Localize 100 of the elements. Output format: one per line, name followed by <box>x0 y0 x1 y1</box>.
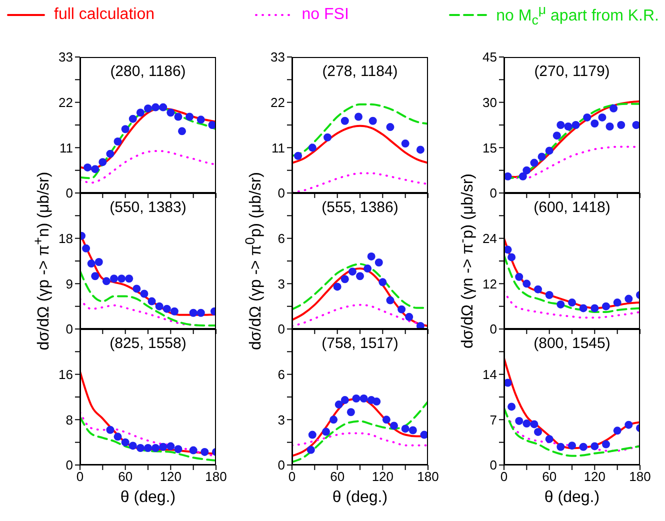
y-tick-label: 0 <box>278 458 285 473</box>
x-tick-label: 60 <box>542 469 557 484</box>
legend-label: no FSI <box>302 6 349 24</box>
x-axis-title: θ (deg.) <box>119 489 177 507</box>
line-series <box>80 370 216 455</box>
line-series <box>292 124 428 164</box>
x-tick-label: 60 <box>118 469 133 484</box>
point <box>136 444 144 452</box>
point <box>360 394 368 403</box>
point <box>162 304 171 313</box>
point <box>515 416 524 425</box>
point <box>538 152 546 161</box>
y-tick-label: 22 <box>58 94 73 110</box>
point <box>372 398 381 406</box>
point <box>118 274 126 283</box>
x-tick-label: 180 <box>205 469 227 484</box>
point <box>152 103 160 112</box>
point <box>340 275 349 284</box>
point <box>632 121 640 129</box>
point <box>579 442 588 451</box>
point <box>534 285 542 294</box>
point <box>416 322 424 329</box>
y-tick-label: 18 <box>58 230 73 246</box>
y-tick-label: 9 <box>66 276 73 292</box>
point <box>340 396 349 404</box>
point <box>590 304 599 312</box>
y-tick-label: 3 <box>278 276 285 292</box>
point <box>94 258 103 266</box>
point <box>606 122 614 131</box>
point <box>356 272 364 280</box>
point <box>114 432 122 441</box>
point <box>208 121 216 129</box>
point <box>518 172 527 180</box>
point <box>398 305 406 314</box>
line-series <box>504 357 640 450</box>
point <box>324 133 332 142</box>
point <box>522 420 531 428</box>
point <box>354 112 362 121</box>
point <box>159 442 168 451</box>
point <box>382 416 390 424</box>
point <box>196 308 205 317</box>
y-tick-label: 0 <box>66 322 73 337</box>
y-tick-label: 33 <box>270 50 285 65</box>
point <box>196 116 205 124</box>
point <box>128 114 137 123</box>
y-tick-label: 7 <box>490 412 497 428</box>
y-tick-label: 0 <box>278 186 285 201</box>
point <box>189 446 198 454</box>
point <box>416 146 424 154</box>
point <box>82 244 90 252</box>
point <box>106 426 114 434</box>
x-tick-label: 60 <box>330 469 345 484</box>
y-tick-label: 24 <box>482 230 497 246</box>
point <box>308 144 316 152</box>
point <box>508 253 516 262</box>
y-tick-label: 6 <box>278 366 285 382</box>
point <box>121 125 130 134</box>
point <box>545 146 554 155</box>
point <box>200 448 209 456</box>
point <box>166 108 175 117</box>
y-tick-label: 15 <box>482 140 497 156</box>
point <box>368 116 377 125</box>
point <box>170 307 178 316</box>
point <box>386 296 394 304</box>
point <box>613 426 622 435</box>
y-tick-label: 0 <box>66 458 73 473</box>
point <box>545 435 554 444</box>
line-series <box>80 150 216 184</box>
point <box>308 430 316 439</box>
point <box>405 312 414 321</box>
y-tick-label: 22 <box>270 94 285 110</box>
chart-title: (280, 1186) <box>109 63 187 80</box>
point <box>504 378 512 387</box>
y-tick-label: 0 <box>490 322 497 337</box>
y-tick-label: 0 <box>278 322 285 337</box>
point <box>598 113 606 122</box>
point <box>590 442 599 450</box>
legend-label: no M$_{c}$$^{μ}$ apart from K.R. <box>496 2 659 28</box>
y-tick-label: 14 <box>482 366 497 382</box>
point <box>174 445 182 454</box>
x-tick-label: 0 <box>500 469 508 484</box>
chart-title: (600, 1418) <box>532 199 612 216</box>
point <box>552 132 561 140</box>
chart-title: (758, 1517) <box>320 335 400 352</box>
point <box>408 426 417 434</box>
point <box>166 442 175 450</box>
point <box>530 158 538 167</box>
point <box>508 402 516 411</box>
point <box>144 104 152 113</box>
point <box>306 446 315 454</box>
point <box>504 172 512 180</box>
y-tick-label: 16 <box>58 366 73 382</box>
point <box>136 108 144 117</box>
point <box>294 152 302 160</box>
point <box>610 104 618 112</box>
point <box>148 297 156 306</box>
point <box>556 300 565 308</box>
point <box>110 274 118 283</box>
point <box>132 284 141 293</box>
point <box>159 103 168 112</box>
